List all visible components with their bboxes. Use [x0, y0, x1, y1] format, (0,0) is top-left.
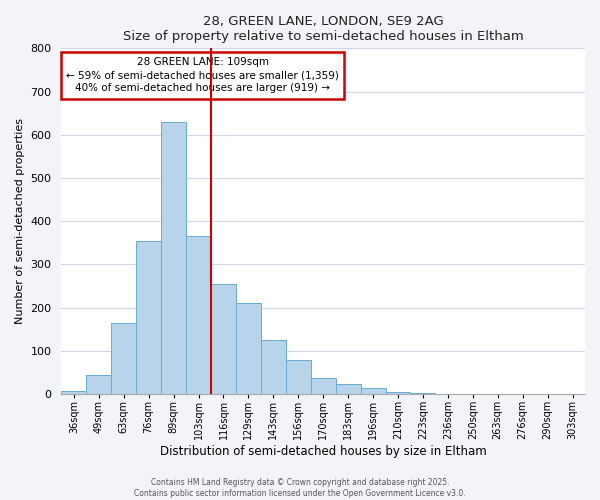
Bar: [335, 384, 361, 394]
Bar: [111, 322, 136, 394]
Text: 28 GREEN LANE: 109sqm
← 59% of semi-detached houses are smaller (1,359)
40% of s: 28 GREEN LANE: 109sqm ← 59% of semi-deta…: [67, 57, 339, 94]
Bar: [161, 122, 186, 394]
Bar: [361, 388, 386, 394]
Bar: [61, 390, 86, 394]
Bar: [261, 340, 286, 394]
Bar: [186, 236, 211, 394]
Bar: [311, 378, 335, 394]
Text: Contains HM Land Registry data © Crown copyright and database right 2025.
Contai: Contains HM Land Registry data © Crown c…: [134, 478, 466, 498]
Y-axis label: Number of semi-detached properties: Number of semi-detached properties: [15, 118, 25, 324]
X-axis label: Distribution of semi-detached houses by size in Eltham: Distribution of semi-detached houses by …: [160, 444, 487, 458]
Title: 28, GREEN LANE, LONDON, SE9 2AG
Size of property relative to semi-detached house: 28, GREEN LANE, LONDON, SE9 2AG Size of …: [123, 15, 524, 43]
Bar: [86, 374, 111, 394]
Bar: [410, 393, 436, 394]
Bar: [386, 392, 410, 394]
Bar: [211, 284, 236, 394]
Bar: [136, 240, 161, 394]
Bar: [286, 360, 311, 394]
Bar: [236, 304, 261, 394]
